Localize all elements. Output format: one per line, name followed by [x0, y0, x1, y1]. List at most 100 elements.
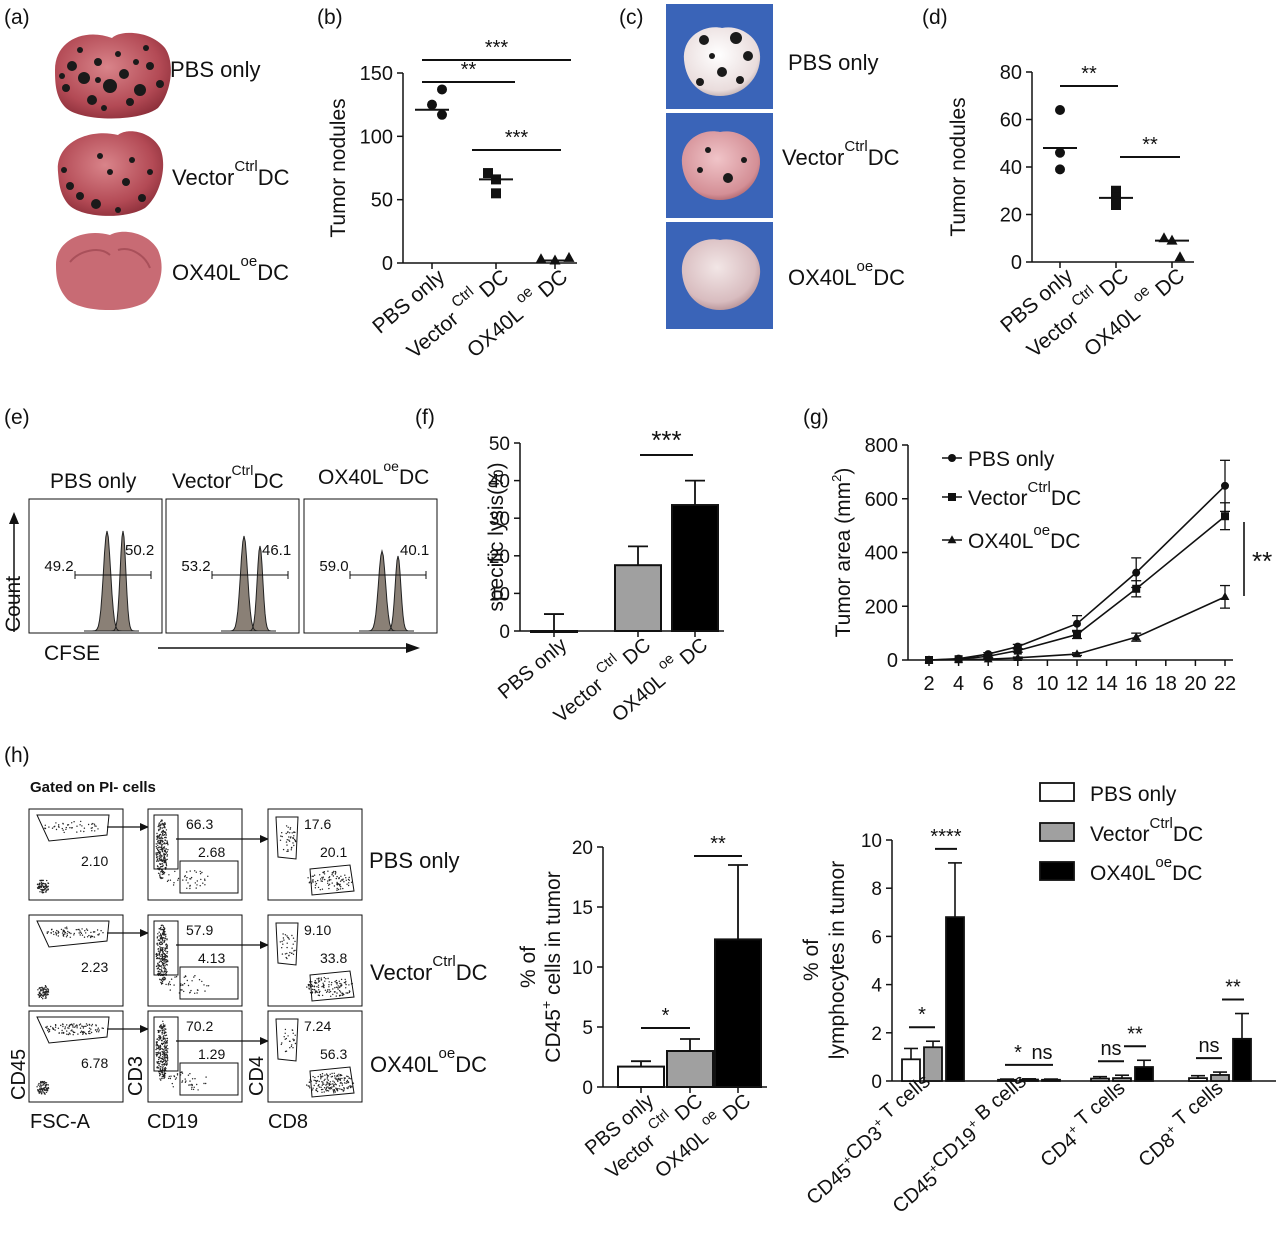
count-axis-arrow — [9, 512, 19, 632]
svg-text:PBS only: PBS only — [788, 50, 879, 75]
flow-plot: 17.6 20.1 — [267, 808, 363, 901]
flow-plot: 66.3 2.68 — [147, 808, 269, 901]
flow-gate — [153, 814, 179, 870]
gate-arrowhead — [140, 929, 149, 937]
y-tick-label: 20 — [1000, 205, 1022, 227]
data-point — [427, 99, 437, 110]
gate-value: 66.3 — [186, 816, 213, 832]
flow-gate — [309, 864, 355, 896]
data-point — [563, 251, 575, 262]
significance-label: ** — [710, 833, 726, 855]
bar — [945, 916, 965, 1082]
svg-text:PBS only: PBS only — [369, 848, 460, 873]
cfse-histogram: 59.0 40.1 — [303, 498, 438, 634]
flow-gate — [36, 814, 110, 842]
flow-gate — [275, 816, 299, 860]
y-tick-label: 2 — [871, 1024, 882, 1045]
significance-label: ns — [1031, 1042, 1052, 1064]
legend-label: OX40LoeDC — [968, 522, 1080, 553]
x-tick-label: 4 — [953, 673, 964, 695]
panel-h-flow: Gated on PI- cells 2.10 66.3 2.68 17.6 20.1 2… — [8, 779, 488, 1133]
legend-label: PBS only — [968, 448, 1055, 471]
data-point — [1072, 649, 1082, 658]
data-point — [924, 655, 934, 664]
data-point — [1055, 105, 1065, 115]
svg-text:VectorCtrlDC: VectorCtrlDC — [370, 953, 488, 985]
bar — [617, 1065, 665, 1088]
flow-gate — [36, 1016, 110, 1044]
panel-c-photos — [666, 4, 773, 329]
bar — [1090, 1077, 1110, 1082]
y-tick-label: 0 — [499, 622, 510, 643]
gate-value: 2.23 — [81, 959, 108, 975]
significance-label: ** — [1142, 134, 1158, 156]
cd8-label: CD8 — [268, 1111, 308, 1133]
flow-gate — [275, 1018, 299, 1062]
legend-marker — [948, 493, 956, 501]
data-point — [535, 253, 547, 264]
x-tick-label: 12 — [1066, 673, 1088, 695]
y-tick-label: 50 — [489, 434, 510, 455]
cd19-label: CD19 — [147, 1111, 198, 1133]
y-tick-label: 80 — [1000, 62, 1022, 84]
x-tick-label: OX40L oe DC — [604, 629, 713, 727]
y-axis-label: Tumor area (mm2) — [829, 468, 855, 638]
bar — [901, 1058, 921, 1082]
histogram-peak — [221, 535, 276, 632]
significance-label: ** — [461, 59, 477, 81]
bar — [1232, 1037, 1252, 1082]
x-tick-label: 8 — [1012, 673, 1023, 695]
flow-frame — [267, 1010, 363, 1103]
x-tick-label: 22 — [1214, 673, 1236, 695]
x-tick-label: 16 — [1125, 673, 1147, 695]
gate-value: 33.8 — [320, 950, 347, 966]
y-axis-label: specific lysis(%) — [485, 462, 508, 611]
legend-label: VectorCtrlDC — [968, 479, 1081, 510]
x-tick-label: 6 — [983, 673, 994, 695]
data-point — [1221, 512, 1229, 521]
flow-plot: 2.23 — [28, 914, 149, 1007]
svg-text:OX40LoeDC: OX40LoeDC — [172, 253, 289, 285]
panel-label-g: (g) — [803, 406, 829, 429]
cfse-label: CFSE — [44, 642, 100, 665]
gate-value: 57.9 — [186, 922, 213, 938]
y-tick-label: 15 — [572, 898, 593, 919]
bar — [1112, 1077, 1132, 1082]
significance-label: * — [662, 1005, 670, 1027]
panel-label-c: (c) — [619, 6, 644, 29]
gate-value: 20.1 — [320, 844, 347, 860]
svg-text:VectorCtrlDC: VectorCtrlDC — [172, 462, 284, 493]
y-tick-label: 20 — [572, 838, 593, 859]
significance-label: ** — [1252, 546, 1272, 576]
gated-title: Gated on PI- cells — [30, 779, 156, 796]
panel-a-photos — [55, 32, 171, 311]
count-label: Count — [2, 576, 25, 632]
data-point — [1174, 251, 1186, 262]
cfse-histogram: 53.2 46.1 — [165, 498, 300, 634]
gate-arrowhead — [140, 823, 149, 831]
y-tick-label: 40 — [489, 472, 510, 493]
flow-gate — [275, 922, 299, 966]
flow-plot: 2.10 — [28, 808, 149, 901]
gate-value: 7.24 — [304, 1018, 331, 1034]
chart-g: 0 200 400 600 800 2 4 6 8 10 12 14 16 18 20 22 Tumor are… — [829, 435, 1272, 695]
cd3-label: CD3 — [125, 1056, 147, 1096]
significance-label: ns — [1198, 1035, 1219, 1057]
x-tick-label: 18 — [1155, 673, 1177, 695]
gate-value: 9.10 — [304, 922, 331, 938]
y-tick-label: 200 — [865, 596, 898, 618]
bar — [714, 938, 762, 1089]
y-tick-label: 0 — [1011, 252, 1022, 274]
panel-e: PBS only VectorCtrlDC OX40LoeDC 49.2 50.2… — [2, 458, 438, 665]
flow-gate — [153, 920, 179, 976]
lung-photo-pbs — [55, 32, 171, 119]
legend-marker — [947, 535, 957, 544]
data-point — [1013, 646, 1022, 655]
bar — [997, 1078, 1017, 1082]
y-tick-label: 6 — [871, 927, 882, 948]
panel-label-e: (e) — [4, 406, 30, 429]
data-point — [1055, 147, 1065, 158]
